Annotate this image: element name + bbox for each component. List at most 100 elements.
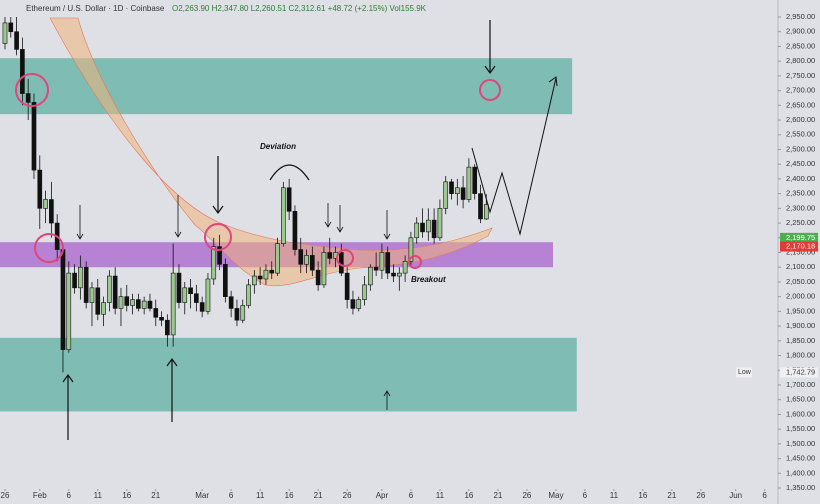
y-tick-label: 1,900.00 <box>786 321 815 330</box>
candle-body <box>217 246 222 265</box>
y-tick-label: 1,800.00 <box>786 351 815 360</box>
y-tick-label: 2,400.00 <box>786 174 815 183</box>
candle-body <box>141 300 147 309</box>
y-tick-label: 2,600.00 <box>786 115 815 124</box>
zones <box>0 58 577 412</box>
candle-body <box>136 299 141 309</box>
x-tick-label: 11 <box>436 491 445 500</box>
candle-body <box>83 266 89 303</box>
candle-body <box>373 266 379 271</box>
y-tick-label: 2,850.00 <box>786 41 815 50</box>
candle-body <box>356 299 362 309</box>
candle-body <box>379 252 385 271</box>
candle-body <box>281 187 286 244</box>
x-tick-label: 11 <box>256 491 265 500</box>
x-tick-label: 16 <box>122 491 131 500</box>
arrows <box>62 20 558 440</box>
arrow <box>383 390 391 410</box>
x-tick-label: 16 <box>285 491 294 500</box>
candles <box>2 17 489 373</box>
arrow <box>76 205 84 240</box>
candle-body <box>194 293 199 303</box>
x-tick-label: Apr <box>376 491 389 500</box>
y-tick-label: 2,500.00 <box>786 144 815 153</box>
x-tick-label: 21 <box>151 491 160 500</box>
circles <box>15 73 501 269</box>
price-tag-label: 2,199.75 <box>786 233 815 242</box>
y-tick-label: 2,800.00 <box>786 56 815 65</box>
y-tick-label: 2,300.00 <box>786 203 815 212</box>
circle <box>336 249 354 267</box>
candle-body <box>72 272 77 289</box>
candle-body <box>443 181 449 209</box>
ema-ribbon <box>49 17 493 287</box>
arrow <box>62 373 74 440</box>
candle-body <box>153 308 159 318</box>
y-tick-label: 2,050.00 <box>786 277 815 286</box>
x-tick-label: 16 <box>464 491 473 500</box>
x-tick-label: 26 <box>343 491 352 500</box>
candle-body <box>188 287 193 295</box>
y-tick-label: 2,450.00 <box>786 159 815 168</box>
candle-body <box>286 187 292 212</box>
y-tick-label: 1,550.00 <box>786 424 815 433</box>
candle-body <box>246 284 251 306</box>
candle-body <box>292 210 298 250</box>
arrow <box>484 20 496 75</box>
candle-body <box>339 252 344 274</box>
candle-body <box>37 169 43 209</box>
candle-body <box>211 246 217 280</box>
candle-body <box>420 222 425 233</box>
candle-body <box>130 299 135 306</box>
candle-body <box>205 278 211 312</box>
candle-body <box>431 219 437 239</box>
candle-body <box>147 300 153 309</box>
candle-body <box>275 243 280 274</box>
candle-body <box>269 269 275 274</box>
candle-body <box>107 275 112 303</box>
x-tick-label: 16 <box>638 491 647 500</box>
arrow <box>324 203 332 228</box>
candle-body <box>60 249 66 350</box>
x-tick-label: 6 <box>762 491 767 500</box>
candle-body <box>460 187 466 200</box>
circle <box>408 255 422 269</box>
ohlc: O2,263.90 H2,347.80 L2,260.51 C2,312.61 … <box>172 4 427 13</box>
candle-body <box>483 204 489 220</box>
candle-body <box>240 305 246 321</box>
candle-body <box>385 252 391 274</box>
candle-body <box>124 296 130 306</box>
x-tick-label: Feb <box>33 491 47 500</box>
axes: 1,350.00 1,400.00 1,450.00 1,500.00 1,550.00… <box>1 12 818 500</box>
x-tick-label: Mar <box>195 491 209 500</box>
price-tag <box>780 232 818 243</box>
arrow <box>166 357 178 422</box>
candle-body <box>414 222 420 239</box>
candle-body <box>112 275 118 309</box>
x-tick-label: 26 <box>522 491 531 500</box>
x-tick-label: Jun <box>729 491 742 500</box>
candle-body <box>344 272 350 300</box>
candle-body <box>228 296 234 309</box>
candle-body <box>304 255 309 265</box>
y-tick-label: 1,650.00 <box>786 395 815 404</box>
x-tick-label: 11 <box>94 491 103 500</box>
x-tick-label: 26 <box>1 491 10 500</box>
arrow <box>212 156 224 215</box>
candle-body <box>89 287 95 303</box>
circle <box>34 233 64 263</box>
circle <box>15 73 49 107</box>
y-tick-label: 1,500.00 <box>786 439 815 448</box>
candle-body <box>159 316 164 321</box>
y-tick-label: 1,350.00 <box>786 483 815 492</box>
candle-body <box>362 284 367 300</box>
candle-body <box>223 263 228 297</box>
x-tick-label: 6 <box>583 491 588 500</box>
candle-body <box>327 252 333 259</box>
candle-body <box>31 102 37 171</box>
x-tick-label: 6 <box>229 491 234 500</box>
price-tag <box>780 241 818 252</box>
candle-body <box>182 287 188 303</box>
candle-body <box>367 266 373 286</box>
x-tick-label: 11 <box>610 491 619 500</box>
